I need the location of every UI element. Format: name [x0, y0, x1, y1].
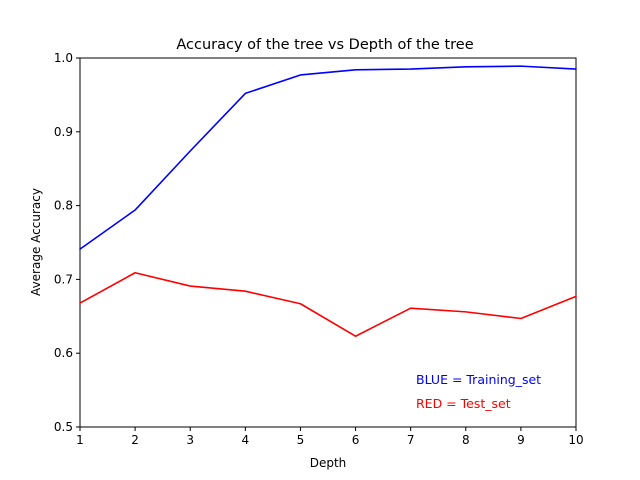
x-tick-label: 9	[517, 433, 525, 447]
y-tick-label: 0.6	[54, 346, 73, 360]
plot-area	[79, 57, 577, 428]
x-tick-label: 10	[568, 433, 583, 447]
x-tick-label: 8	[462, 433, 470, 447]
test-series-line	[79, 271, 577, 338]
y-axis-label: Average Accuracy	[29, 188, 43, 296]
training-series-line	[79, 65, 577, 250]
x-axis: 1 2 3 4 5 6 7 8 9 10	[76, 427, 584, 447]
x-axis-label: Depth	[310, 456, 347, 470]
y-tick-label: 0.9	[54, 125, 73, 139]
y-tick-label: 0.7	[54, 272, 73, 286]
x-tick-label: 7	[407, 433, 415, 447]
annotation-test: RED = Test_set	[416, 396, 511, 411]
series-layer	[79, 65, 577, 338]
x-tick-label: 5	[297, 433, 305, 447]
plot-frame	[79, 57, 577, 428]
x-tick-label: 4	[242, 433, 250, 447]
y-tick-label: 0.5	[54, 420, 73, 434]
chart-title: Accuracy of the tree vs Depth of the tre…	[176, 37, 473, 53]
x-tick-label: 3	[186, 433, 194, 447]
annotation-training: BLUE = Training_set	[416, 372, 541, 387]
y-axis: 0.5 0.6 0.7 0.8 0.9 1.0	[54, 51, 80, 434]
y-tick-label: 0.8	[54, 199, 73, 213]
x-tick-label: 2	[131, 433, 139, 447]
x-tick-label: 6	[352, 433, 360, 447]
x-tick-label: 1	[76, 433, 84, 447]
y-tick-label: 1.0	[54, 51, 73, 65]
